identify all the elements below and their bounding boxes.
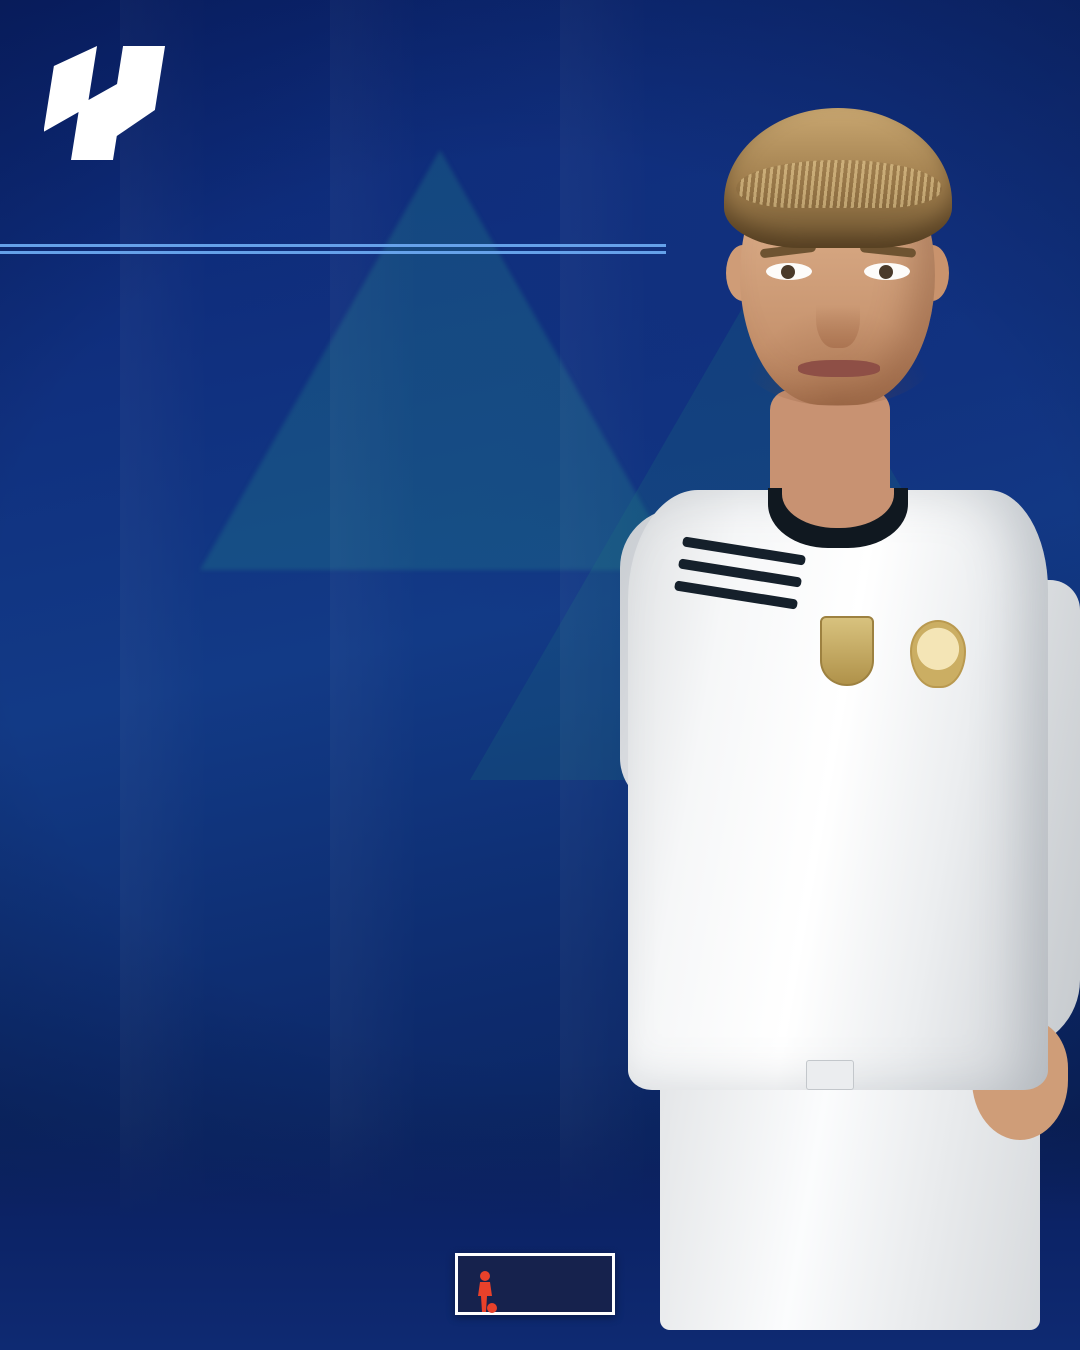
ranking-table <box>0 244 666 254</box>
transfermarkt-logo <box>455 1253 615 1315</box>
jersey-patch <box>820 616 874 686</box>
transfermarkt-row-bottom <box>458 1284 612 1308</box>
laliga-logo <box>43 40 166 164</box>
header <box>0 0 700 190</box>
player-shorts <box>660 1070 1040 1330</box>
table-bottom-rule <box>0 251 666 254</box>
column-headers <box>0 183 680 241</box>
jersey-club-crest <box>910 620 966 688</box>
table-top-rule <box>0 244 666 247</box>
player-jersey <box>628 490 1048 1090</box>
player-eye <box>864 263 910 280</box>
player-nose <box>816 276 860 348</box>
transfermarkt-row-top <box>458 1260 612 1284</box>
player-mouth <box>798 360 880 377</box>
player-hair <box>724 108 952 248</box>
player-eye <box>766 263 812 280</box>
jersey-authenticity-tag <box>806 1060 854 1090</box>
player-photo <box>620 60 1080 1350</box>
transfermarkt-player-icon <box>478 1271 497 1313</box>
